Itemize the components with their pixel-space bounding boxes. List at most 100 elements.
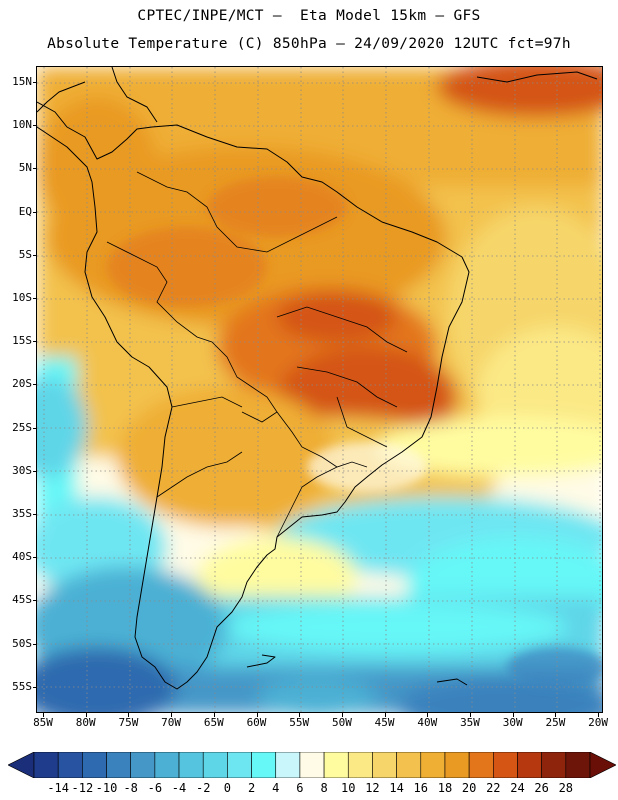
colorbar-under-arrow <box>8 752 35 778</box>
country-borders <box>106 171 408 538</box>
lon-tick <box>341 713 343 717</box>
colorbar-swatch <box>396 752 422 778</box>
lat-tick <box>33 168 37 170</box>
lat-tick <box>33 643 37 645</box>
lat-tick <box>33 427 37 429</box>
colorbar-label: 28 <box>558 781 574 795</box>
lon-label: 25W <box>545 716 566 729</box>
lon-tick <box>213 713 215 717</box>
lon-tick <box>512 713 514 717</box>
title-line-2: Absolute Temperature (C) 850hPa – 24/09/… <box>47 36 571 52</box>
lat-label: 55S <box>12 679 32 693</box>
lon-label: 70W <box>161 716 182 729</box>
lat-label: 45S <box>12 593 32 607</box>
lat-label: 35S <box>12 507 32 520</box>
lon-tick <box>555 713 557 717</box>
lat-label: 20S <box>12 377 32 391</box>
colorbar-swatch <box>33 752 59 778</box>
lon-label: 50W <box>331 716 352 729</box>
lon-tick <box>598 713 600 717</box>
temperature-map[interactable] <box>36 66 603 713</box>
colorbar-label: 16 <box>413 781 428 795</box>
colorbar-label: -14 <box>47 781 70 795</box>
lat-label: 5S <box>18 247 32 261</box>
colorbar-label: 8 <box>320 781 328 795</box>
map-canvas <box>37 67 602 712</box>
colorbar-over-arrow <box>589 752 616 778</box>
lat-label: 15S <box>12 334 32 348</box>
lat-tick <box>33 341 37 343</box>
colorbar-swatch <box>130 752 156 778</box>
colorbar-label: -6 <box>147 781 163 795</box>
lat-tick <box>33 470 37 472</box>
lat-label: 30S <box>12 463 32 477</box>
colorbar-swatch <box>106 752 131 778</box>
lon-label: 40W <box>417 716 438 729</box>
lon-label: 30W <box>502 716 523 729</box>
colorbar-label: 4 <box>272 781 280 795</box>
lon-tick <box>299 713 301 717</box>
lon-label: 35W <box>460 716 480 729</box>
lon-label: 60W <box>246 716 267 729</box>
colorbar-label: 14 <box>389 781 404 795</box>
colorbar-label: 12 <box>365 781 380 795</box>
lat-label: 50S <box>12 636 32 650</box>
lon-tick <box>171 713 173 717</box>
lon-label: 20W <box>588 716 609 729</box>
colorbar-swatch <box>444 752 470 778</box>
colorbar-swatch <box>565 752 591 778</box>
colorbar-swatch <box>323 752 349 778</box>
colorbar-swatch <box>468 752 494 778</box>
colorbar-label: 2 <box>247 781 256 795</box>
lat-label: 40S <box>12 550 32 564</box>
lat-tick <box>33 211 37 213</box>
lat-tick <box>33 125 37 127</box>
lat-label: 10S <box>12 291 32 304</box>
colorbar-swatch <box>154 752 180 778</box>
lat-tick <box>33 600 37 602</box>
colorbar-label: 26 <box>534 781 549 795</box>
lat-label: 5N <box>18 161 32 175</box>
colorbar-label: -4 <box>171 781 187 795</box>
lon-tick <box>384 713 386 717</box>
colorbar-label: 10 <box>341 781 356 795</box>
lat-tick <box>33 298 37 299</box>
lon-tick <box>427 713 429 717</box>
colorbar-label: -8 <box>123 781 138 795</box>
colorbar-label: 24 <box>510 781 525 795</box>
lat-label: EQ <box>18 204 32 218</box>
title-line-1: CPTEC/INPE/MCT – Eta Model 15km – GFS <box>137 8 481 24</box>
temperature-detail <box>107 177 602 687</box>
lon-tick <box>43 713 44 717</box>
colorbar-swatch <box>347 752 373 778</box>
colorbar-label: -12 <box>71 781 94 795</box>
graticule <box>37 67 602 712</box>
lon-tick <box>470 713 471 717</box>
lat-tick <box>33 557 37 559</box>
colorbar <box>8 752 616 778</box>
lon-label: 85W <box>33 716 53 729</box>
colorbar-swatch <box>178 752 204 778</box>
temperature-field <box>37 67 602 712</box>
colorbar-swatch <box>541 752 567 778</box>
lat-tick <box>33 254 37 256</box>
lon-tick <box>85 713 87 717</box>
lat-tick <box>33 82 37 83</box>
colorbar-swatch <box>202 752 228 778</box>
lat-label: 10N <box>12 118 32 132</box>
colorbar-swatch <box>299 752 325 778</box>
lat-label: 25S <box>12 420 32 434</box>
lat-tick <box>33 384 37 386</box>
colorbar-swatch <box>275 752 301 778</box>
lon-label: 55W <box>289 716 310 729</box>
colorbar-swatch <box>227 752 252 778</box>
lon-label: 45W <box>374 716 395 729</box>
lat-tick <box>33 686 37 688</box>
lon-label: 75W <box>118 716 139 729</box>
colorbar-swatch <box>57 752 83 778</box>
lon-label: 65W <box>203 716 224 729</box>
lon-tick <box>128 713 130 717</box>
colorbar-swatch <box>420 752 446 778</box>
colorbar-label: 18 <box>437 781 453 795</box>
colorbar-label: -2 <box>195 781 211 795</box>
